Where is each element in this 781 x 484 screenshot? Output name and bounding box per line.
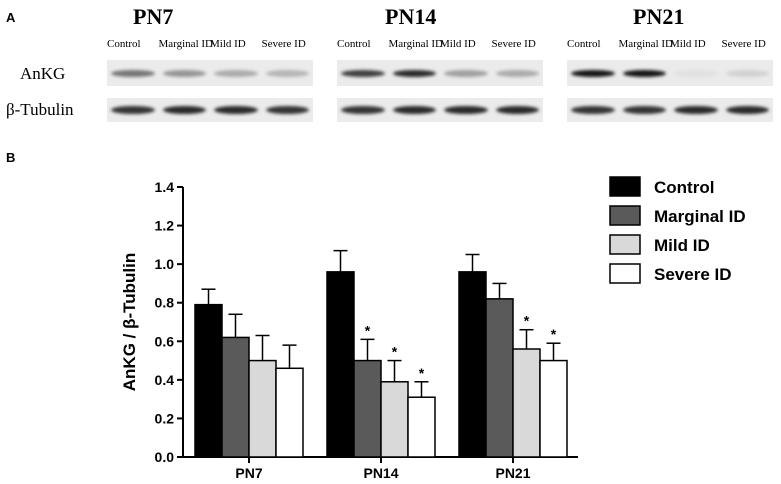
lane-label: Severe ID xyxy=(491,38,536,50)
y-axis-title: AnKG / β-Tubulin xyxy=(120,253,139,391)
bar xyxy=(194,303,223,458)
y-tick-label: 0.2 xyxy=(155,410,175,426)
y-tick-label: 0.8 xyxy=(155,295,175,311)
x-category-label: PN7 xyxy=(235,465,262,481)
lane-label: Mild ID xyxy=(210,38,246,50)
blot-band xyxy=(214,106,258,114)
y-tick-label: 1.4 xyxy=(155,179,175,195)
x-category-label: PN14 xyxy=(363,465,398,481)
panel-b-letter: B xyxy=(6,150,16,165)
blot-band xyxy=(725,106,769,114)
lane-label: Marginal ID xyxy=(158,38,213,50)
blot-band xyxy=(622,106,666,114)
lane-label: Control xyxy=(107,38,141,50)
lane-label: Control xyxy=(567,38,601,50)
ankg-blot-strip xyxy=(107,60,313,86)
bar xyxy=(275,367,304,458)
legend-label: Control xyxy=(654,178,714,197)
bar xyxy=(512,348,541,458)
x-category-label: PN21 xyxy=(495,465,530,481)
significance-star: * xyxy=(365,322,371,338)
ankg-blot-strip xyxy=(567,60,773,86)
legend-label: Marginal ID xyxy=(654,207,746,226)
ankg-blot-strip xyxy=(337,60,543,86)
tubulin-blot-strip xyxy=(337,98,543,122)
lane-label: Severe ID xyxy=(261,38,306,50)
blot-band xyxy=(622,69,666,77)
blot-band xyxy=(674,69,718,77)
legend-swatch xyxy=(609,263,641,284)
bar xyxy=(458,271,487,458)
blot-band xyxy=(571,106,615,114)
significance-star: * xyxy=(524,313,530,329)
blot-band xyxy=(495,106,539,114)
y-tick-label: 0.0 xyxy=(155,449,175,465)
blot-band xyxy=(495,69,539,77)
blot-band xyxy=(162,106,206,114)
lane-label: Control xyxy=(337,38,371,50)
lane-label: Mild ID xyxy=(670,38,706,50)
blot-band xyxy=(674,106,718,114)
blot-band xyxy=(341,69,385,77)
legend-swatch xyxy=(609,205,641,226)
blot-band xyxy=(341,106,385,114)
blot-band xyxy=(725,69,769,77)
bar xyxy=(380,381,409,458)
tubulin-blot-strip xyxy=(567,98,773,122)
lane-label: Marginal ID xyxy=(388,38,443,50)
lane-label: Marginal ID xyxy=(618,38,673,50)
lane-label: Mild ID xyxy=(440,38,476,50)
significance-star: * xyxy=(392,344,398,360)
bar xyxy=(248,359,277,458)
blot-band xyxy=(265,69,309,77)
blot-band xyxy=(111,69,155,77)
bar xyxy=(326,271,355,458)
y-tick-label: 0.6 xyxy=(155,333,175,349)
bar xyxy=(221,336,250,458)
ankg-row-label: AnKG xyxy=(20,64,66,83)
y-tick-label: 0.4 xyxy=(155,372,175,388)
blot-band xyxy=(444,69,488,77)
panel-a-letter: A xyxy=(6,10,16,25)
blot-band xyxy=(265,106,309,114)
bar xyxy=(353,359,382,458)
bar xyxy=(485,298,514,458)
y-tick-label: 1.2 xyxy=(155,218,175,234)
blot-band xyxy=(392,106,436,114)
blot-band xyxy=(162,69,206,77)
blot-band xyxy=(571,69,615,77)
y-tick-label: 1.0 xyxy=(155,256,175,272)
blot-band xyxy=(392,69,436,77)
significance-star: * xyxy=(551,326,557,342)
blot-band xyxy=(444,106,488,114)
lane-label: Severe ID xyxy=(721,38,766,50)
tubulin-row-label: β-Tubulin xyxy=(6,100,74,119)
bar xyxy=(539,359,568,458)
tubulin-blot-strip xyxy=(107,98,313,122)
blot-group-title: PN14 xyxy=(385,4,437,29)
bar xyxy=(407,396,436,458)
legend-swatch xyxy=(609,234,641,255)
legend-label: Severe ID xyxy=(654,265,732,284)
blot-band xyxy=(111,106,155,114)
blot-group-title: PN21 xyxy=(633,4,685,29)
legend-label: Mild ID xyxy=(654,236,710,255)
legend-swatch xyxy=(609,176,641,197)
blot-band xyxy=(214,69,258,77)
blot-group-title: PN7 xyxy=(133,4,174,29)
significance-star: * xyxy=(419,365,425,381)
